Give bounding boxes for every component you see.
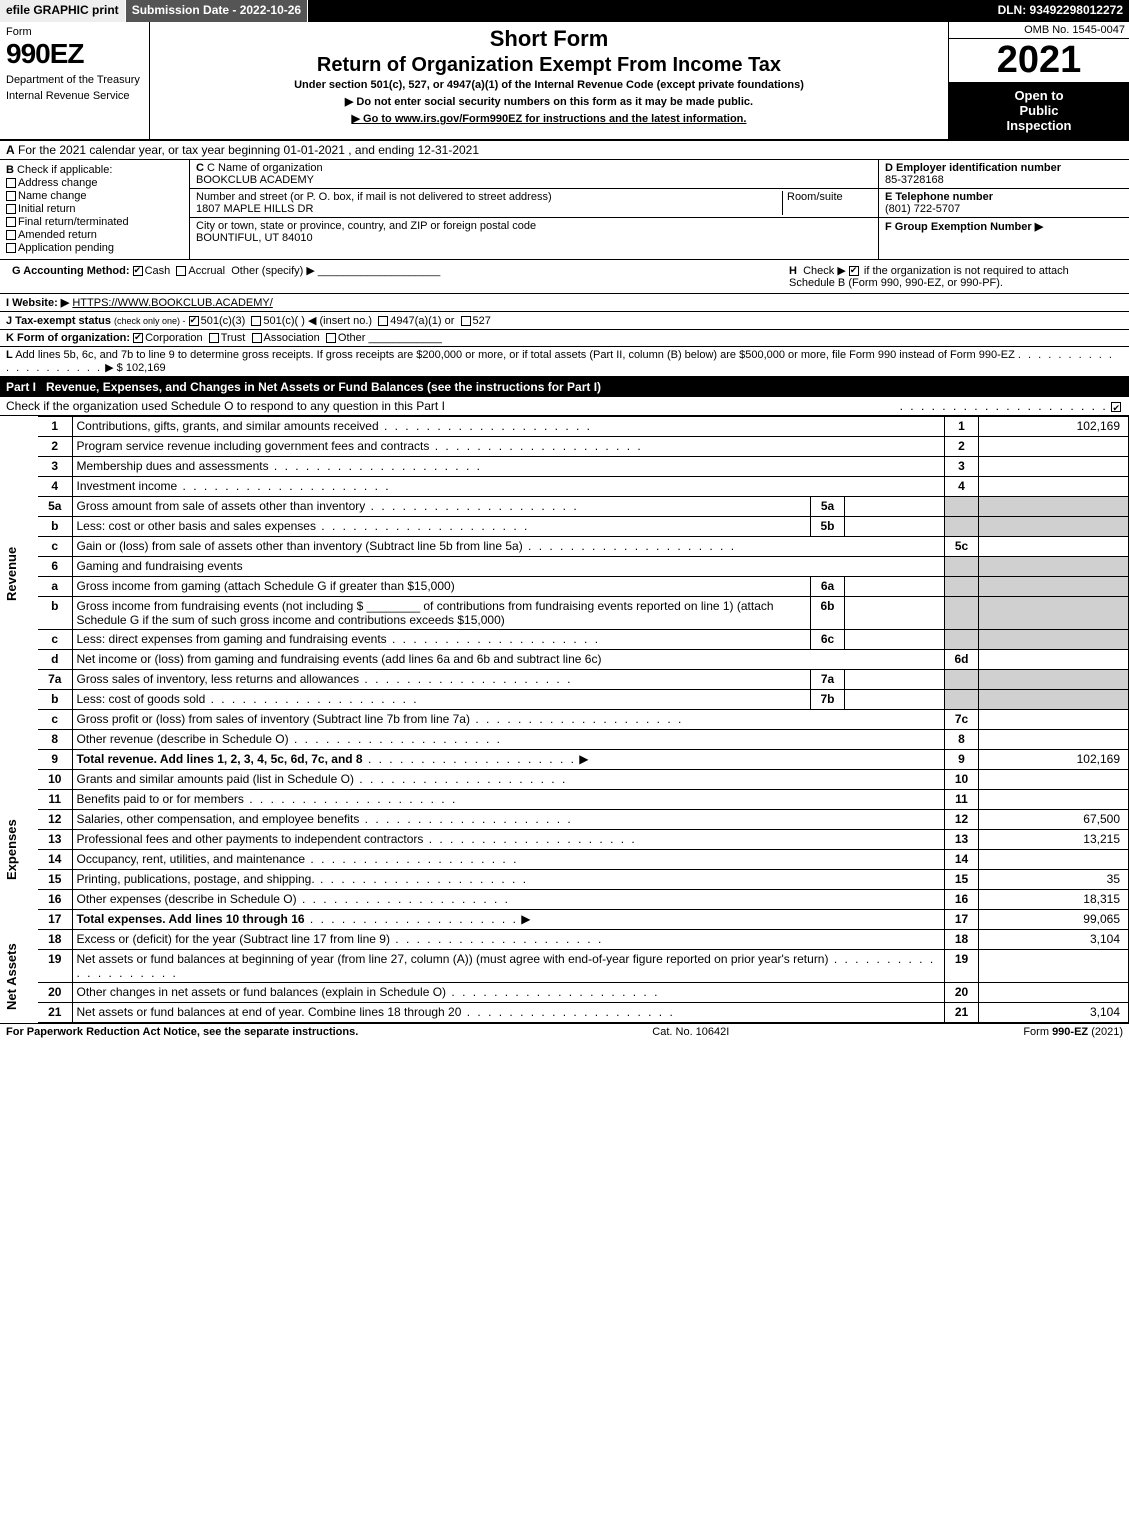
chk-accrual[interactable] [176, 266, 186, 276]
org-name-block: C C Name of organization BOOKCLUB ACADEM… [190, 160, 878, 189]
org-info-grid: B Check if applicable: Address change Na… [0, 160, 1129, 260]
dept-treasury: Department of the Treasury [6, 74, 143, 86]
chk-corporation[interactable] [133, 333, 143, 343]
row-b-label: B [6, 164, 14, 176]
chk-application-pending[interactable]: Application pending [6, 242, 183, 254]
amt-9: 102,169 [979, 750, 1129, 770]
side-label-expenses: Expenses [0, 770, 38, 930]
desc-1: Contributions, gifts, grants, and simila… [72, 417, 945, 437]
page-footer: For Paperwork Reduction Act Notice, see … [0, 1023, 1129, 1040]
gross-receipts-amount: ▶ $ 102,169 [105, 362, 165, 374]
dln-label: DLN: 93492298012272 [992, 0, 1129, 22]
chk-schedule-b-not-required[interactable] [849, 266, 859, 276]
cat-no: Cat. No. 10642I [652, 1026, 729, 1038]
tel-label: E Telephone number [885, 191, 1123, 203]
row-a-text: For the 2021 calendar year, or tax year … [18, 143, 479, 157]
col-def: D Employer identification number 85-3728… [879, 160, 1129, 259]
form-header: Form 990EZ Department of the Treasury In… [0, 22, 1129, 141]
addr-value: 1807 MAPLE HILLS DR [196, 203, 782, 215]
chk-final-return[interactable]: Final return/terminated [6, 216, 183, 228]
amt-15: 35 [979, 870, 1129, 890]
amt-18: 3,104 [979, 930, 1129, 950]
under-section: Under section 501(c), 527, or 4947(a)(1)… [156, 79, 942, 91]
col-b: B Check if applicable: Address change Na… [0, 160, 190, 259]
row-g: G Accounting Method: Cash Accrual Other … [6, 262, 783, 291]
amt-13: 13,215 [979, 830, 1129, 850]
form-id-cell: Form 990EZ Department of the Treasury In… [0, 22, 150, 139]
chk-association[interactable] [252, 333, 262, 343]
return-title: Return of Organization Exempt From Incom… [156, 54, 942, 77]
row-l: L Add lines 5b, 6c, and 7b to line 9 to … [0, 347, 1129, 377]
part-i-checkline: Check if the organization used Schedule … [0, 397, 1129, 416]
tel-block: E Telephone number (801) 722-5707 [879, 189, 1129, 218]
row-i: I Website: ▶ HTTPS://WWW.BOOKCLUB.ACADEM… [0, 294, 1129, 312]
row-h: H Check ▶ if the organization is not req… [783, 262, 1123, 291]
amt-21: 3,104 [979, 1003, 1129, 1023]
top-bar: efile GRAPHIC print Submission Date - 20… [0, 0, 1129, 22]
row-a: A For the 2021 calendar year, or tax yea… [0, 141, 1129, 160]
part-i-header: Part I Revenue, Expenses, and Changes in… [0, 377, 1129, 397]
part-i-table: Revenue 1 Contributions, gifts, grants, … [0, 416, 1129, 1023]
row-a-label: A [6, 143, 15, 157]
city-label: City or town, state or province, country… [196, 220, 872, 232]
chk-other-org[interactable] [326, 333, 336, 343]
tax-year: 2021 [949, 39, 1129, 82]
form-ref: Form 990-EZ (2021) [1023, 1026, 1123, 1038]
right-header-cell: OMB No. 1545-0047 2021 Open to Public In… [949, 22, 1129, 139]
side-label-revenue: Revenue [0, 417, 38, 730]
group-exemption: F Group Exemption Number ▶ [879, 218, 1129, 235]
chk-501c3[interactable] [189, 316, 199, 326]
amt-17: 99,065 [979, 910, 1129, 930]
chk-cash[interactable] [133, 266, 143, 276]
chk-schedule-o-used[interactable] [1111, 402, 1121, 412]
addr-label: Number and street (or P. O. box, if mail… [196, 191, 782, 203]
side-label-netassets: Net Assets [0, 930, 38, 1023]
submission-date-button[interactable]: Submission Date - 2022-10-26 [126, 0, 308, 22]
amt-12: 67,500 [979, 810, 1129, 830]
addr-block: Number and street (or P. O. box, if mail… [190, 189, 878, 218]
city-value: BOUNTIFUL, UT 84010 [196, 232, 872, 244]
city-block: City or town, state or province, country… [190, 218, 878, 246]
ein-block: D Employer identification number 85-3728… [879, 160, 1129, 189]
chk-527[interactable] [461, 316, 471, 326]
part-i-label: Part I [6, 380, 36, 394]
open-to-public: Open to Public Inspection [949, 82, 1129, 139]
chk-amended-return[interactable]: Amended return [6, 229, 183, 241]
chk-4947a1[interactable] [378, 316, 388, 326]
org-name-label: C C Name of organization [196, 162, 872, 174]
row-j: J Tax-exempt status (check only one) - 5… [0, 312, 1129, 330]
org-name-value: BOOKCLUB ACADEMY [196, 174, 872, 186]
amt-1: 102,169 [979, 417, 1129, 437]
dept-irs: Internal Revenue Service [6, 90, 143, 102]
check-if-applicable: Check if applicable: [17, 164, 112, 176]
chk-trust[interactable] [209, 333, 219, 343]
goto-link[interactable]: ▶ Go to www.irs.gov/Form990EZ for instru… [156, 112, 942, 125]
paperwork-notice: For Paperwork Reduction Act Notice, see … [6, 1026, 358, 1038]
tel-value: (801) 722-5707 [885, 203, 1123, 215]
short-form-title: Short Form [156, 26, 942, 52]
part-i-title: Revenue, Expenses, and Changes in Net As… [46, 380, 601, 394]
ein-label: D Employer identification number [885, 162, 1123, 174]
omb-number: OMB No. 1545-0047 [949, 22, 1129, 39]
chk-501c-other[interactable] [251, 316, 261, 326]
chk-initial-return[interactable]: Initial return [6, 203, 183, 215]
amt-16: 18,315 [979, 890, 1129, 910]
chk-name-change[interactable]: Name change [6, 190, 183, 202]
chk-address-change[interactable]: Address change [6, 177, 183, 189]
room-suite-label: Room/suite [782, 191, 872, 215]
ssn-warning: ▶ Do not enter social security numbers o… [156, 95, 942, 108]
ln-1: 1 [38, 417, 72, 437]
ein-value: 85-3728168 [885, 174, 1123, 186]
form-number: 990EZ [6, 38, 143, 70]
website-link[interactable]: HTTPS://WWW.BOOKCLUB.ACADEMY/ [72, 297, 272, 309]
row-g-h: G Accounting Method: Cash Accrual Other … [0, 260, 1129, 294]
form-word: Form [6, 26, 143, 38]
efile-print-button[interactable]: efile GRAPHIC print [0, 0, 126, 22]
row-k: K Form of organization: Corporation Trus… [0, 330, 1129, 347]
col-c: C C Name of organization BOOKCLUB ACADEM… [190, 160, 879, 259]
title-cell: Short Form Return of Organization Exempt… [150, 22, 949, 139]
